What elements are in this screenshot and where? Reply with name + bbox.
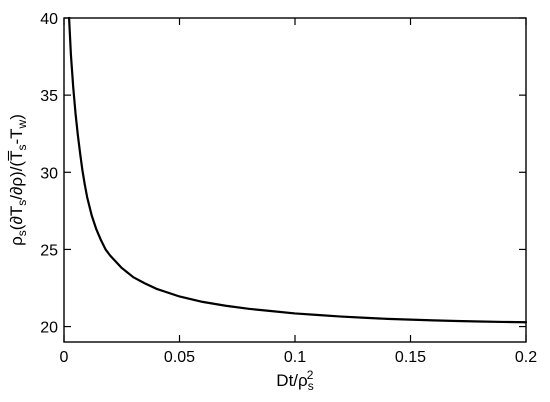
x-tick-label-2: 0.1: [284, 349, 306, 366]
series-line-0: [67, 16, 528, 324]
y-tick-label-0: 20: [40, 320, 58, 337]
y-axis-ticks: [64, 17, 526, 328]
y-tick-label-4: 40: [40, 11, 58, 28]
y-tick-label-1: 25: [40, 242, 58, 259]
x-axis-title: Dt/ρs2: [276, 368, 313, 393]
y-axis-title: ρs(∂Ts/∂ρ)/(T̅s-Tw): [7, 114, 29, 246]
x-tick-label-4: 0.2: [515, 349, 537, 366]
x-tick-label-1: 0.05: [164, 349, 195, 366]
y-axis-tick-labels: 20 25 30 35 40: [40, 11, 58, 337]
plot-frame: [63, 17, 527, 343]
x-axis-tick-labels: 0 0.05 0.1 0.15 0.2: [60, 349, 538, 366]
series-layer: [67, 16, 528, 324]
y-tick-label-3: 35: [40, 88, 58, 105]
x-tick-label-0: 0: [60, 349, 69, 366]
x-tick-label-3: 0.15: [395, 349, 426, 366]
x-axis-ticks: [63, 18, 527, 342]
y-tick-label-2: 30: [40, 165, 58, 182]
